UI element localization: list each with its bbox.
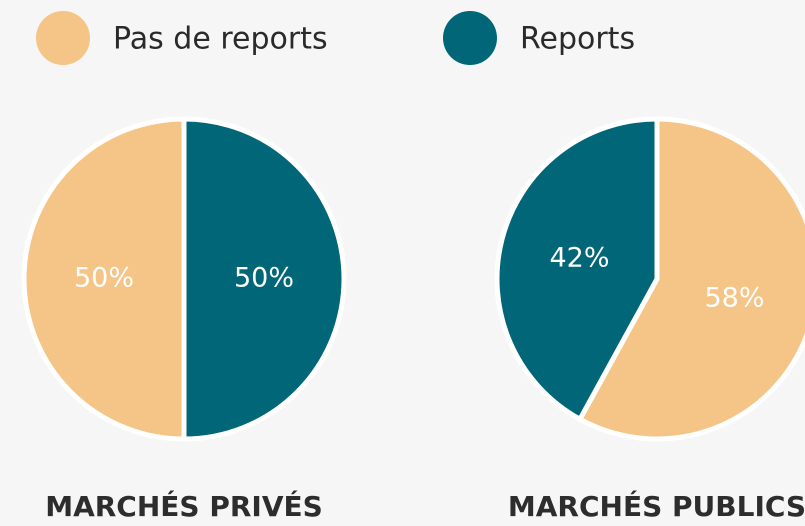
legend-label: Reports bbox=[520, 22, 635, 57]
chart-title: MARCHÉS PRIVÉS bbox=[45, 489, 323, 523]
pie-slice bbox=[21, 116, 187, 442]
chart-title: MARCHÉS PUBLICS bbox=[508, 489, 805, 523]
legend-swatch bbox=[36, 11, 90, 65]
pie-slice bbox=[494, 116, 660, 422]
legend-swatch bbox=[443, 11, 497, 65]
value-label: 50% bbox=[74, 263, 134, 294]
pie-slice bbox=[577, 116, 805, 442]
legend-label: Pas de reports bbox=[113, 22, 328, 57]
value-label: 50% bbox=[234, 263, 294, 294]
value-label: 42% bbox=[550, 243, 610, 274]
pie-slice bbox=[181, 116, 347, 442]
value-label: 58% bbox=[704, 282, 764, 313]
